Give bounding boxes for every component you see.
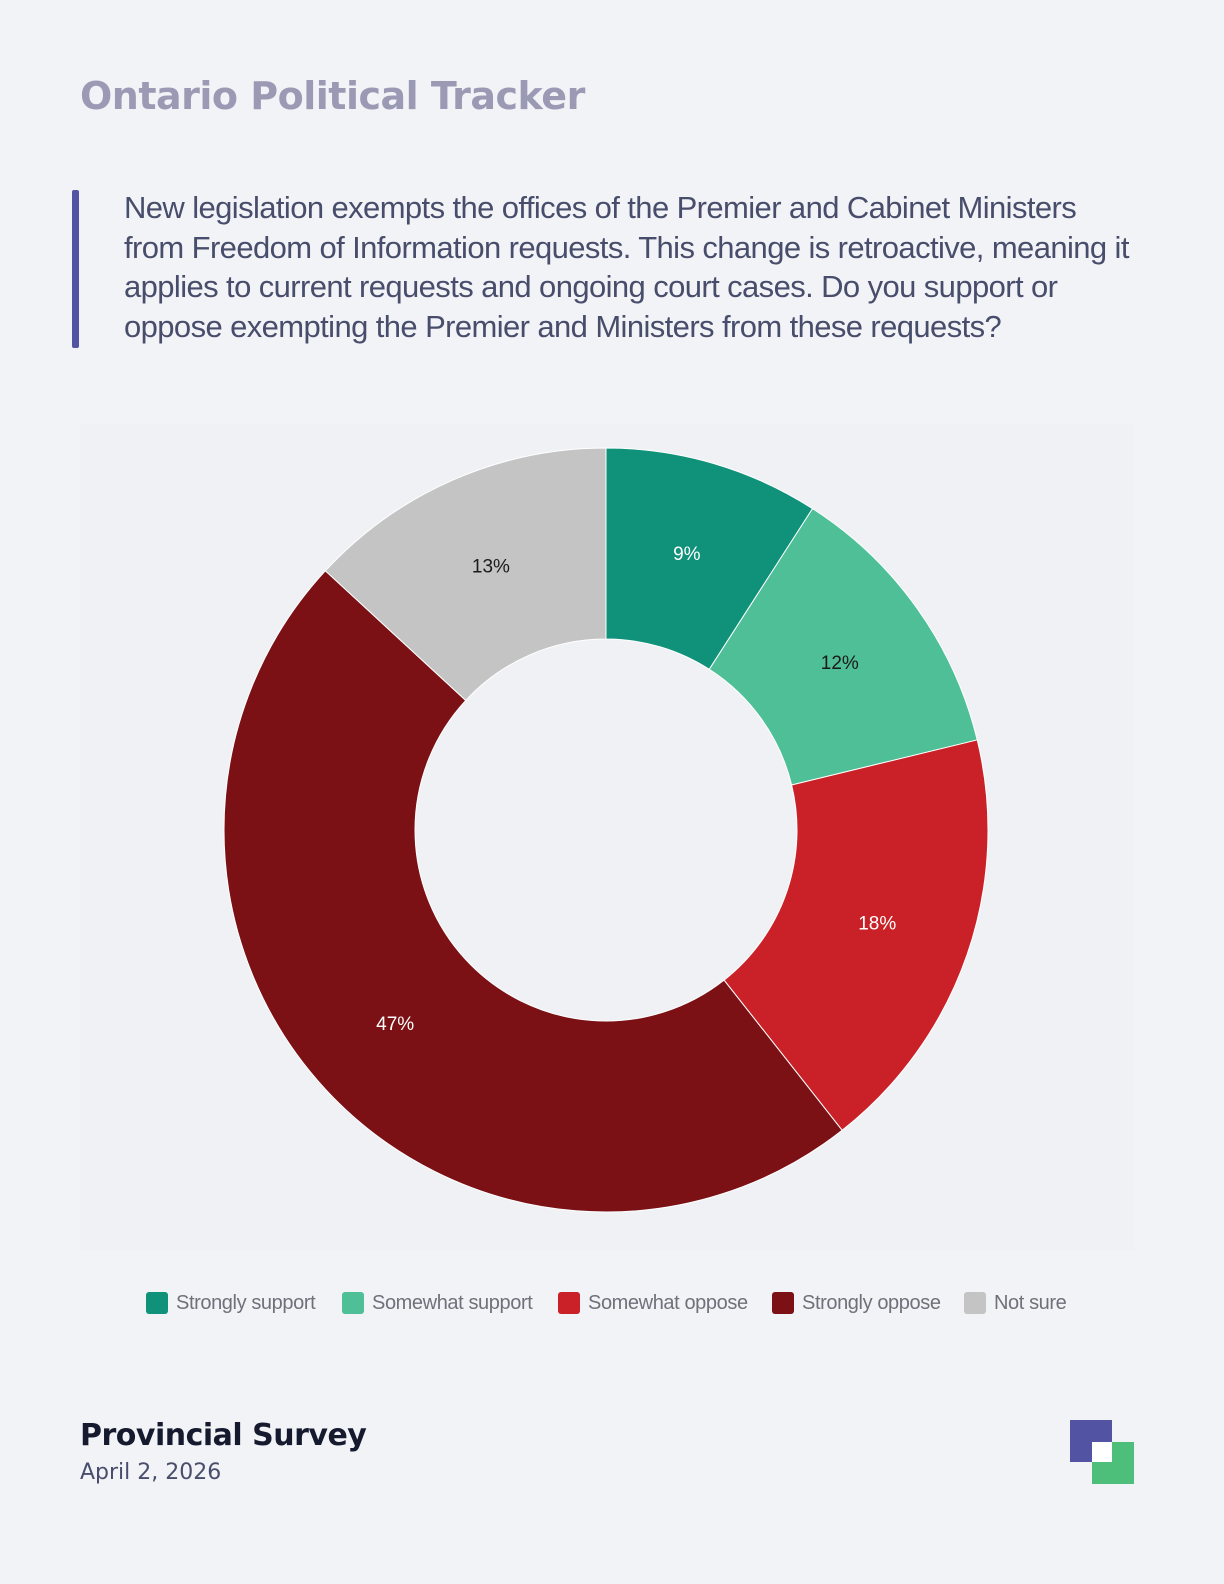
legend-item-strongly-oppose: Strongly oppose — [772, 1290, 941, 1316]
legend-swatch — [342, 1292, 364, 1314]
slice-somewhat-support — [708, 507, 978, 786]
question-accent-bar — [72, 190, 79, 348]
page-title: Ontario Political Tracker — [80, 74, 585, 118]
legend-swatch — [146, 1292, 168, 1314]
slice-somewhat-oppose — [723, 739, 989, 1131]
legend-label: Not sure — [994, 1291, 1067, 1314]
slice-not-sure — [324, 447, 607, 702]
brand-logo — [1070, 1420, 1134, 1484]
data-label-strongly-oppose: 47% — [376, 1014, 414, 1035]
legend-item-not-sure: Not sure — [964, 1290, 1067, 1316]
donut-chart: 9% 12% 18% 47% 13% — [223, 447, 989, 1213]
footer-title: Provincial Survey — [80, 1418, 367, 1453]
legend-item-somewhat-oppose: Somewhat oppose — [558, 1290, 748, 1316]
chart-panel: 9% 12% 18% 47% 13% — [80, 424, 1134, 1250]
data-label-not-sure: 13% — [472, 557, 510, 578]
footer-date: April 2, 2026 — [80, 1460, 222, 1485]
legend-label: Somewhat support — [372, 1291, 533, 1314]
data-label-somewhat-support: 12% — [821, 653, 859, 674]
slice-strongly-oppose — [223, 570, 843, 1213]
legend-item-strongly-support: Strongly support — [146, 1290, 316, 1316]
legend-swatch — [772, 1292, 794, 1314]
legend-swatch — [964, 1292, 986, 1314]
legend-label: Strongly support — [176, 1291, 316, 1314]
legend-swatch — [558, 1292, 580, 1314]
data-label-somewhat-oppose: 18% — [858, 913, 896, 934]
question-text: New legislation exempts the offices of t… — [124, 190, 1129, 344]
legend-item-somewhat-support: Somewhat support — [342, 1290, 533, 1316]
logo-square-notch — [1092, 1442, 1112, 1462]
data-label-strongly-support: 9% — [673, 544, 701, 565]
legend-label: Somewhat oppose — [588, 1291, 748, 1314]
chart-legend: Strongly support Somewhat support Somewhat… — [0, 1290, 1224, 1316]
legend-label: Strongly oppose — [802, 1291, 941, 1314]
